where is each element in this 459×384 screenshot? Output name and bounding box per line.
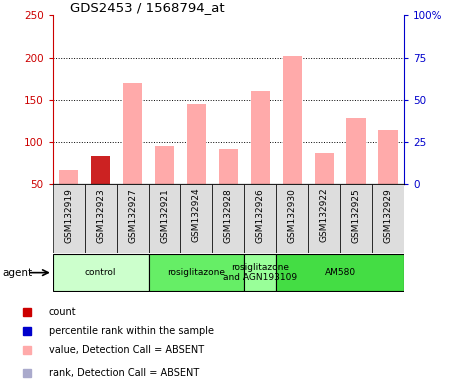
- Bar: [276, 184, 308, 253]
- Bar: [283, 56, 302, 184]
- Bar: [53, 184, 85, 253]
- Bar: [149, 254, 244, 291]
- Text: GSM132924: GSM132924: [192, 188, 201, 242]
- Text: GSM132922: GSM132922: [319, 188, 329, 242]
- Text: GSM132928: GSM132928: [224, 188, 233, 243]
- Bar: [123, 83, 142, 184]
- Text: AM580: AM580: [325, 268, 356, 277]
- Bar: [308, 184, 340, 253]
- Bar: [219, 149, 238, 184]
- Text: rosiglitazone
and AGN193109: rosiglitazone and AGN193109: [223, 263, 297, 282]
- Bar: [59, 170, 78, 184]
- Bar: [91, 156, 110, 184]
- Bar: [85, 184, 117, 253]
- Bar: [244, 254, 276, 291]
- Bar: [276, 254, 404, 291]
- Bar: [378, 130, 397, 184]
- Text: GSM132921: GSM132921: [160, 188, 169, 243]
- Bar: [187, 104, 206, 184]
- Bar: [314, 153, 334, 184]
- Bar: [347, 118, 366, 184]
- Bar: [244, 184, 276, 253]
- Bar: [53, 254, 149, 291]
- Text: rosiglitazone: rosiglitazone: [168, 268, 225, 277]
- Text: GSM132925: GSM132925: [352, 188, 360, 243]
- Bar: [117, 184, 149, 253]
- Text: GSM132927: GSM132927: [128, 188, 137, 243]
- Text: control: control: [85, 268, 117, 277]
- Bar: [213, 184, 244, 253]
- Text: GDS2453 / 1568794_at: GDS2453 / 1568794_at: [70, 1, 225, 14]
- Text: agent: agent: [2, 268, 33, 278]
- Text: GSM132919: GSM132919: [64, 188, 73, 243]
- Bar: [251, 91, 270, 184]
- Text: percentile rank within the sample: percentile rank within the sample: [49, 326, 214, 336]
- Bar: [340, 184, 372, 253]
- Text: GSM132923: GSM132923: [96, 188, 105, 243]
- Text: rank, Detection Call = ABSENT: rank, Detection Call = ABSENT: [49, 368, 199, 378]
- Bar: [155, 146, 174, 184]
- Text: GSM132926: GSM132926: [256, 188, 265, 243]
- Text: GSM132929: GSM132929: [383, 188, 392, 243]
- Text: GSM132930: GSM132930: [288, 188, 297, 243]
- Text: value, Detection Call = ABSENT: value, Detection Call = ABSENT: [49, 346, 204, 356]
- Bar: [149, 184, 180, 253]
- Text: count: count: [49, 306, 77, 316]
- Bar: [180, 184, 213, 253]
- Bar: [372, 184, 404, 253]
